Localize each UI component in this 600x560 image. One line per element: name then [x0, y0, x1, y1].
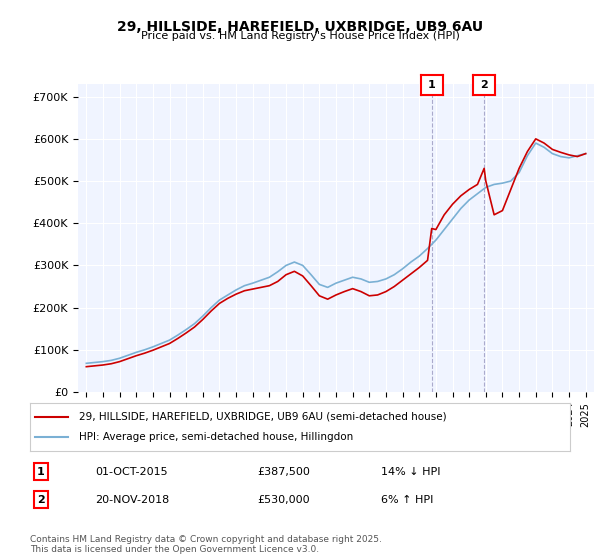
Text: 1: 1	[428, 80, 436, 90]
Text: 2: 2	[480, 80, 488, 90]
Text: 29, HILLSIDE, HAREFIELD, UXBRIDGE, UB9 6AU: 29, HILLSIDE, HAREFIELD, UXBRIDGE, UB9 6…	[117, 20, 483, 34]
Text: 29, HILLSIDE, HAREFIELD, UXBRIDGE, UB9 6AU (semi-detached house): 29, HILLSIDE, HAREFIELD, UXBRIDGE, UB9 6…	[79, 412, 446, 422]
Text: 14% ↓ HPI: 14% ↓ HPI	[381, 467, 440, 477]
Text: 2: 2	[37, 495, 44, 505]
Text: Price paid vs. HM Land Registry's House Price Index (HPI): Price paid vs. HM Land Registry's House …	[140, 31, 460, 41]
Text: Contains HM Land Registry data © Crown copyright and database right 2025.
This d: Contains HM Land Registry data © Crown c…	[30, 535, 382, 554]
Text: £387,500: £387,500	[257, 467, 310, 477]
Text: £530,000: £530,000	[257, 495, 310, 505]
Text: 1: 1	[37, 467, 44, 477]
Text: HPI: Average price, semi-detached house, Hillingdon: HPI: Average price, semi-detached house,…	[79, 432, 353, 442]
Text: 01-OCT-2015: 01-OCT-2015	[95, 467, 167, 477]
Text: 20-NOV-2018: 20-NOV-2018	[95, 495, 169, 505]
Text: 6% ↑ HPI: 6% ↑ HPI	[381, 495, 433, 505]
